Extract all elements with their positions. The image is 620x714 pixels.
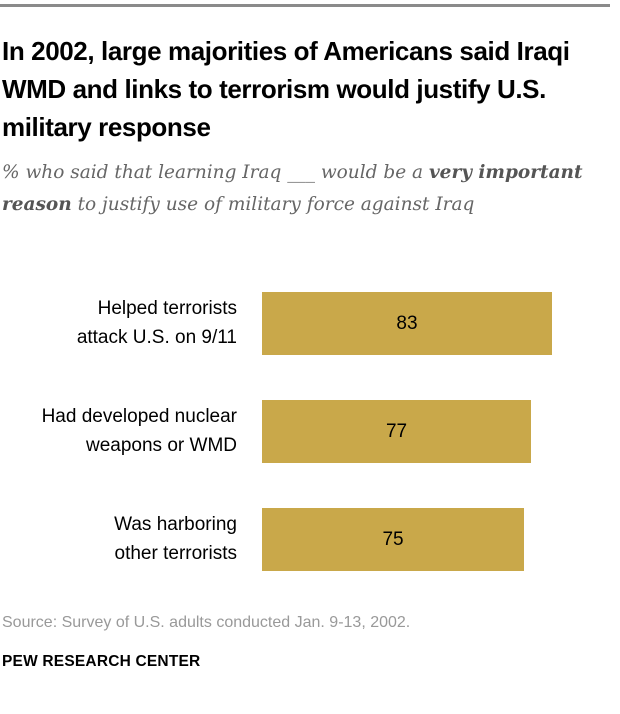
source-note: Source: Survey of U.S. adults conducted … (2, 614, 411, 631)
bar-chart: Helped terrorists attack U.S. on 9/11 83 Ha… (0, 280, 600, 610)
bar (262, 400, 532, 463)
category-label-line: attack U.S. on 9/11 (76, 327, 237, 348)
bar (262, 508, 525, 571)
category-label-line: other terrorists (114, 543, 237, 564)
subtitle-pre: % who said that learning Iraq ___ would … (2, 162, 429, 183)
category-label: Was harboring other terrorists (0, 510, 237, 568)
subtitle-post: to justify use of military force against… (71, 194, 475, 215)
brand-logo-text: PEW RESEARCH CENTER (2, 653, 201, 670)
category-label-line: Had developed nuclear (41, 406, 237, 427)
top-rule (0, 4, 610, 7)
subtitle-bold: very important reason (2, 162, 583, 215)
category-label: Had developed nuclear weapons or WMD (0, 402, 237, 460)
category-label-line: Was harboring (114, 514, 237, 535)
chart-title: In 2002, large majorities of Americans s… (2, 36, 570, 142)
bar (262, 292, 552, 355)
chart-subtitle: % who said that learning Iraq ___ would … (2, 157, 602, 221)
category-label: Helped terrorists attack U.S. on 9/11 (0, 294, 237, 352)
data-label: 75 (382, 529, 404, 550)
category-label-line: Helped terrorists (97, 298, 237, 319)
category-label-line: weapons or WMD (86, 435, 237, 456)
data-label: 77 (385, 421, 408, 442)
data-label: 83 (396, 313, 418, 334)
